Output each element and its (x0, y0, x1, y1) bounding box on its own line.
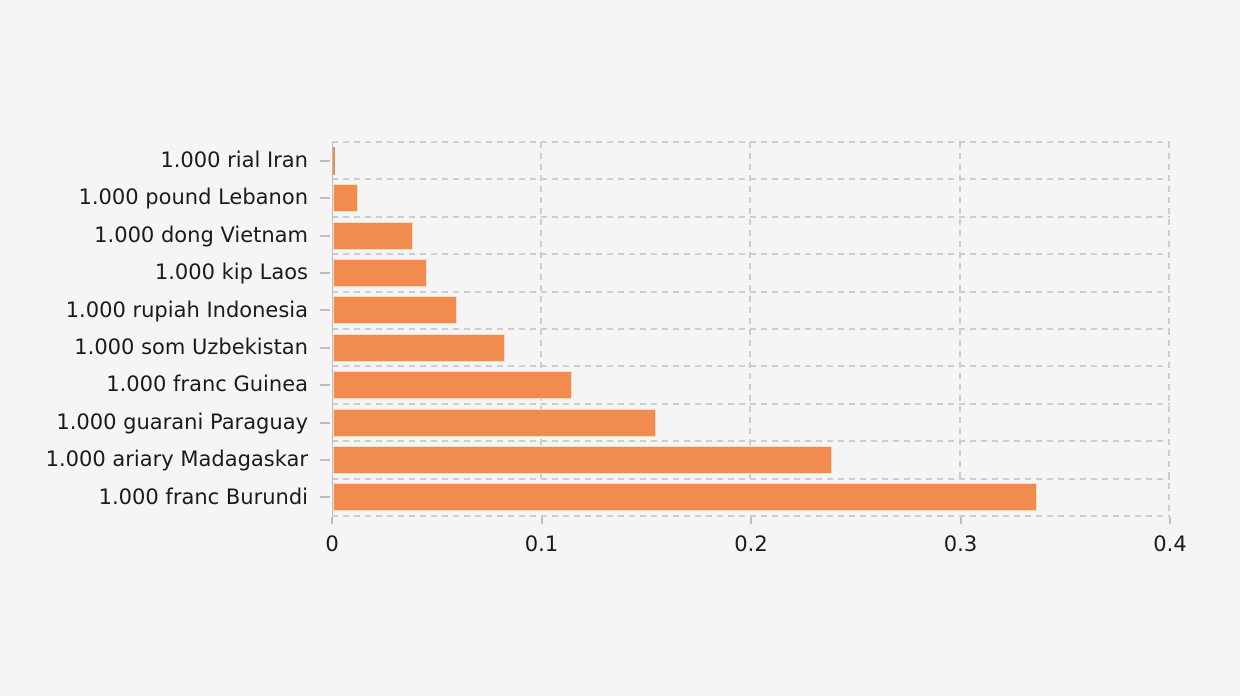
y-tick-label: 1.000 rupiah Indonesia (65, 297, 308, 322)
bar (333, 483, 1037, 512)
y-tick (320, 384, 330, 387)
x-tick (1169, 517, 1171, 524)
plot-area (332, 141, 1170, 517)
y-tick-label: 1.000 kip Laos (154, 260, 308, 285)
grid-line-horizontal (332, 515, 1170, 517)
grid-line-horizontal (332, 440, 1170, 443)
y-tick-label: 1.000 pound Lebanon (78, 185, 308, 210)
bar (333, 221, 413, 250)
y-tick (320, 346, 330, 349)
grid-line-vertical (539, 142, 542, 516)
bar (333, 184, 359, 213)
y-tick (320, 496, 330, 499)
y-tick (320, 458, 330, 461)
grid-line-vertical (958, 142, 961, 516)
grid-line-vertical (1168, 142, 1170, 516)
grid-line-horizontal (332, 365, 1170, 368)
y-tick (320, 197, 330, 200)
x-tick (959, 517, 962, 524)
bar (333, 371, 572, 400)
x-tick-label: 0.4 (1153, 532, 1187, 556)
y-tick (320, 309, 330, 312)
x-tick-label: 0.1 (524, 532, 559, 556)
grid-line-vertical (749, 142, 751, 516)
y-tick-label: 1.000 guarani Paraguay (56, 409, 308, 434)
y-tick (320, 271, 330, 274)
y-tick-label: 1.000 som Uzbekistan (74, 335, 308, 359)
x-tick (331, 517, 333, 524)
grid-line-horizontal (332, 141, 1170, 143)
y-tick-label: 1.000 franc Guinea (106, 372, 308, 397)
y-tick-label: 1.000 rial Iran (160, 148, 308, 172)
bar (333, 445, 832, 474)
bar (333, 408, 656, 437)
bar (333, 146, 336, 175)
y-tick (320, 234, 330, 237)
x-tick-label: 0.3 (943, 532, 978, 556)
grid-line-horizontal (332, 402, 1170, 405)
x-tick (750, 517, 752, 524)
grid-line-horizontal (332, 477, 1170, 480)
y-axis-spine (332, 142, 333, 516)
grid-line-horizontal (332, 215, 1170, 218)
y-tick-label: 1.000 ariary Madagaskar (45, 447, 308, 472)
y-tick (320, 421, 330, 424)
bar (333, 296, 457, 325)
bar (333, 333, 505, 362)
grid-line-horizontal (332, 178, 1170, 181)
y-tick (320, 159, 330, 162)
x-tick-label: 0 (325, 532, 339, 556)
y-tick-label: 1.000 franc Burundi (98, 484, 308, 509)
y-tick-label: 1.000 dong Vietnam (94, 222, 308, 247)
x-tick-label: 0.2 (734, 532, 768, 556)
x-tick (540, 517, 543, 524)
bar (333, 258, 428, 287)
grid-line-horizontal (332, 328, 1170, 330)
grid-line-horizontal (332, 253, 1170, 256)
grid-line-horizontal (332, 290, 1170, 293)
